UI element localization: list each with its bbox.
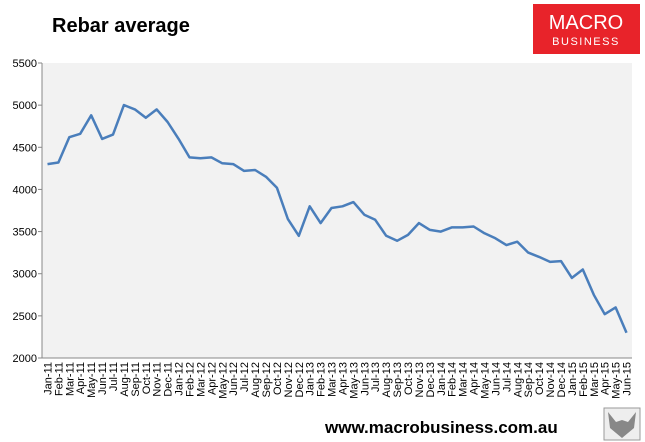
y-tick-label: 3000 [13, 269, 37, 281]
x-tick-label: Aug-13 [381, 362, 393, 397]
x-tick-label: Aug-12 [250, 362, 262, 397]
x-tick-label: Jan-11 [42, 362, 54, 395]
x-tick-label: Nov-13 [414, 362, 426, 397]
x-tick-label: Dec-12 [294, 362, 306, 397]
x-tick-label: Nov-14 [545, 362, 557, 397]
x-tick-label: Oct-13 [403, 362, 415, 395]
y-tick-label: 2000 [13, 353, 37, 365]
y-tick-label: 4500 [13, 142, 37, 154]
x-tick-label: Dec-14 [556, 362, 568, 397]
x-tick-label: Mar-11 [64, 362, 76, 396]
x-tick-label: Apr-14 [469, 362, 481, 395]
x-tick-label: Aug-14 [512, 362, 524, 397]
x-tick-label: May-14 [480, 362, 492, 399]
x-tick-label: Oct-12 [272, 362, 284, 395]
x-tick-label: Jun-13 [359, 362, 371, 396]
x-tick-label: Aug-11 [119, 362, 131, 397]
logo-text: MACRO [549, 12, 623, 34]
x-tick-label: Jun-12 [228, 362, 240, 396]
wolf-icon [603, 407, 641, 441]
x-tick-label: May-12 [217, 362, 229, 399]
x-tick-label: Nov-11 [152, 362, 164, 397]
x-tick-label: Dec-11 [163, 362, 175, 397]
x-tick-label: Sep-12 [261, 362, 273, 397]
x-tick-label: Dec-13 [425, 362, 437, 397]
x-tick-label: Mar-13 [327, 362, 339, 397]
x-tick-label: Jun-14 [490, 362, 502, 396]
x-tick-label: Apr-12 [206, 362, 218, 395]
x-tick-label: May-13 [348, 362, 360, 399]
x-tick-label: Feb-14 [447, 362, 459, 397]
x-tick-label: Jan-13 [305, 362, 317, 396]
x-tick-label: Mar-15 [589, 362, 601, 397]
logo [533, 4, 640, 54]
x-tick-label: Apr-15 [600, 362, 612, 395]
x-tick-label: Mar-14 [458, 362, 470, 397]
logo-text: BUSINESS [552, 36, 620, 48]
y-tick-label: 5500 [13, 58, 37, 70]
x-tick-label: Feb-15 [578, 362, 590, 397]
x-tick-label: Sep-14 [523, 362, 535, 397]
x-tick-label: Oct-11 [141, 362, 153, 394]
x-tick-label: May-11 [86, 362, 98, 398]
x-tick-label: Apr-11 [75, 362, 87, 394]
data-line [47, 103, 628, 334]
x-tick-label: Jul-13 [370, 362, 382, 392]
footer: www.macrobusiness.com.au [324, 418, 558, 437]
x-tick-label: Jan-15 [567, 362, 579, 396]
y-tick-label: 2500 [13, 311, 37, 323]
x-tick-label: Jan-14 [436, 362, 448, 396]
y-tick-label: 4000 [13, 184, 37, 196]
x-tick-label: Mar-12 [195, 362, 207, 397]
x-tick-label: Feb-12 [185, 362, 197, 397]
chart-title: Rebar average [52, 15, 190, 37]
y-tick-label: 3500 [13, 227, 37, 239]
x-tick-label: Jun-11 [97, 362, 109, 395]
x-tick-label: Jul-14 [501, 362, 513, 392]
x-tick-label: Jul-12 [239, 362, 251, 392]
y-tick-label: 5000 [13, 100, 37, 112]
x-tick-label: Feb-11 [53, 362, 65, 396]
x-tick-label: Sep-13 [392, 362, 404, 397]
x-tick-label: Feb-13 [316, 362, 328, 397]
x-tick-label: Oct-14 [534, 362, 546, 395]
x-tick-label: Apr-13 [337, 362, 349, 395]
x-tick-label: Jun-15 [622, 362, 634, 396]
x-tick-label: Jul-11 [108, 362, 120, 391]
x-tick-label: May-15 [611, 362, 623, 399]
x-tick-label: Nov-12 [283, 362, 295, 397]
x-tick-label: Jan-12 [174, 362, 186, 396]
x-tick-label: Sep-11 [130, 362, 142, 397]
